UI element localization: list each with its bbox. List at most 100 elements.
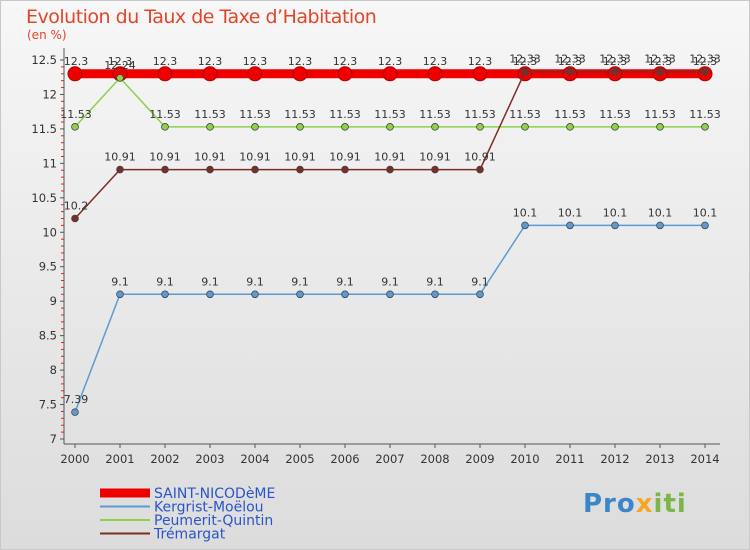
x-tick-label: 2003 xyxy=(195,452,224,466)
legend-label: Kergrist-Moëlou xyxy=(154,500,264,516)
series-point xyxy=(656,67,664,76)
series-point xyxy=(611,67,619,76)
y-tick-label: 8 xyxy=(50,363,57,377)
data-label: 12.33 xyxy=(599,53,631,66)
data-label: 9.1 xyxy=(111,275,129,288)
data-label: 10.91 xyxy=(464,151,496,164)
data-label: 11.53 xyxy=(374,108,406,121)
series-point xyxy=(341,165,349,174)
data-label: 10.91 xyxy=(239,151,271,164)
series-point xyxy=(251,123,259,131)
series-point xyxy=(337,66,353,82)
proxiti-logo: Proxiti xyxy=(583,489,687,519)
data-label: 9.1 xyxy=(156,275,174,288)
series-point xyxy=(71,408,79,416)
y-tick-label: 9.5 xyxy=(39,260,57,274)
series-point xyxy=(656,221,664,230)
series-point xyxy=(701,67,709,76)
series-line-3 xyxy=(74,70,705,219)
y-tick-label: 10 xyxy=(42,225,57,239)
series-point xyxy=(656,123,664,131)
data-label: 12.3 xyxy=(468,55,493,68)
data-label: 11.53 xyxy=(644,108,676,121)
series-point xyxy=(71,123,79,131)
data-label: 11.53 xyxy=(60,108,92,121)
data-label: 9.1 xyxy=(246,275,264,288)
data-label: 7.39 xyxy=(64,393,89,406)
series-point xyxy=(161,123,169,131)
series-point xyxy=(161,165,169,174)
logo-part: Pro xyxy=(583,489,636,519)
series-point xyxy=(476,165,484,174)
series-point xyxy=(386,123,394,131)
data-label: 12.3 xyxy=(108,55,133,68)
series-point xyxy=(566,123,574,131)
series-point xyxy=(157,66,173,82)
series-point xyxy=(247,66,263,82)
legend-label: Peumerit-Quintin xyxy=(154,513,273,529)
data-label: 12.3 xyxy=(198,55,223,68)
series-point xyxy=(611,221,619,230)
series-point xyxy=(566,221,574,230)
series-point xyxy=(431,165,439,174)
chart-title: Evolution du Taux de Taxe d’Habitation xyxy=(26,6,377,28)
data-label: 11.53 xyxy=(194,108,226,121)
y-tick-label: 7.5 xyxy=(39,398,57,412)
y-tick-label: 8.5 xyxy=(39,329,57,343)
data-label: 10.1 xyxy=(603,206,628,219)
data-label: 12.3 xyxy=(423,55,448,68)
x-tick-label: 2007 xyxy=(375,452,404,466)
series-point xyxy=(566,67,574,76)
y-tick-label: 12 xyxy=(42,87,57,101)
data-label: 12.3 xyxy=(513,55,538,68)
series-point xyxy=(251,290,259,299)
series-point xyxy=(431,123,439,131)
data-label: 11.53 xyxy=(284,108,316,121)
data-label: 10.91 xyxy=(104,151,136,164)
x-tick-label: 2001 xyxy=(105,452,134,466)
data-label: 12.3 xyxy=(603,55,628,68)
data-label: 11.53 xyxy=(149,108,181,121)
y-axis-unit: (en %) xyxy=(27,28,67,42)
legend-label: SAINT-NICODèME xyxy=(154,486,275,502)
data-label: 12.33 xyxy=(554,53,586,66)
data-label: 12.3 xyxy=(243,55,268,68)
series-line-1 xyxy=(74,224,705,413)
data-label: 12.3 xyxy=(693,55,718,68)
x-tick-label: 2012 xyxy=(600,452,629,466)
series-point xyxy=(472,66,488,82)
data-label: 10.2 xyxy=(64,199,89,212)
x-tick-label: 2013 xyxy=(645,452,674,466)
series-point xyxy=(116,74,124,82)
logo-part: x xyxy=(635,489,654,519)
series-point xyxy=(206,165,214,174)
x-tick-label: 2010 xyxy=(510,452,539,466)
data-label: 9.1 xyxy=(426,275,444,288)
x-tick-label: 2008 xyxy=(420,452,449,466)
data-label: 12.24 xyxy=(104,59,136,72)
y-tick-label: 9 xyxy=(50,294,57,308)
series-point xyxy=(296,290,304,299)
data-label: 12.3 xyxy=(288,55,313,68)
series-point xyxy=(292,66,308,82)
data-label: 12.3 xyxy=(153,55,178,68)
series-point xyxy=(251,165,259,174)
series-point xyxy=(521,123,529,131)
data-label: 12.3 xyxy=(378,55,403,68)
series-point xyxy=(161,290,169,299)
data-label: 12.3 xyxy=(648,55,673,68)
data-label: 10.1 xyxy=(648,206,673,219)
data-label: 9.1 xyxy=(381,275,399,288)
series-point xyxy=(67,66,83,82)
data-label: 11.53 xyxy=(239,108,271,121)
x-tick-label: 2014 xyxy=(690,452,719,466)
x-tick-label: 2006 xyxy=(330,452,359,466)
data-label: 12.3 xyxy=(333,55,358,68)
series-point xyxy=(386,290,394,299)
x-tick-label: 2000 xyxy=(60,452,89,466)
data-label: 11.53 xyxy=(464,108,496,121)
data-label: 9.1 xyxy=(291,275,309,288)
x-tick-label: 2002 xyxy=(150,452,179,466)
data-label: 9.1 xyxy=(201,275,219,288)
